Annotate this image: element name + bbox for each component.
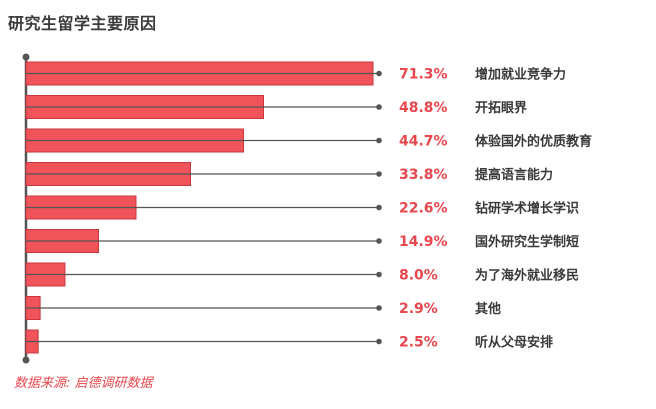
value-label-9: 2.5% [399, 335, 438, 351]
chart-title: 研究生留学主要原因 [8, 14, 157, 33]
axis-bottom-dot [22, 356, 30, 364]
leader-dot-9 [376, 338, 382, 345]
value-label-2: 48.8% [399, 100, 448, 116]
category-label-8: 其他 [475, 301, 501, 317]
category-label-1: 增加就业竞争力 [475, 67, 566, 83]
value-label-8: 2.9% [399, 301, 438, 317]
leader-dot-5 [376, 204, 382, 211]
value-label-1: 71.3% [399, 67, 448, 83]
value-label-3: 44.7% [399, 134, 448, 150]
leader-dot-7 [376, 271, 382, 278]
value-label-6: 14.9% [399, 234, 448, 250]
category-label-6: 国外研究生学制短 [475, 234, 579, 250]
value-label-5: 22.6% [399, 201, 448, 217]
category-label-3: 体验国外的优质教育 [475, 134, 592, 150]
leader-dot-3 [376, 137, 382, 144]
category-label-9: 听从父母安排 [475, 335, 553, 351]
category-label-7: 为了海外就业移民 [475, 268, 579, 284]
category-label-5: 钻研学术增长学识 [475, 201, 579, 217]
leader-dot-4 [376, 171, 382, 177]
category-label-4: 提高语言能力 [475, 167, 553, 183]
leader-dot-1 [376, 70, 382, 77]
axis-top-dot [22, 53, 30, 61]
value-label-4: 33.8% [399, 167, 448, 183]
value-label-7: 8.0% [399, 268, 438, 284]
leader-dot-6 [376, 238, 382, 244]
leader-dot-8 [376, 305, 382, 311]
category-label-2: 开拓眼界 [475, 100, 527, 116]
data-source-note: 数据来源: 启德调研数据 [14, 376, 153, 391]
leader-dot-2 [376, 104, 382, 110]
